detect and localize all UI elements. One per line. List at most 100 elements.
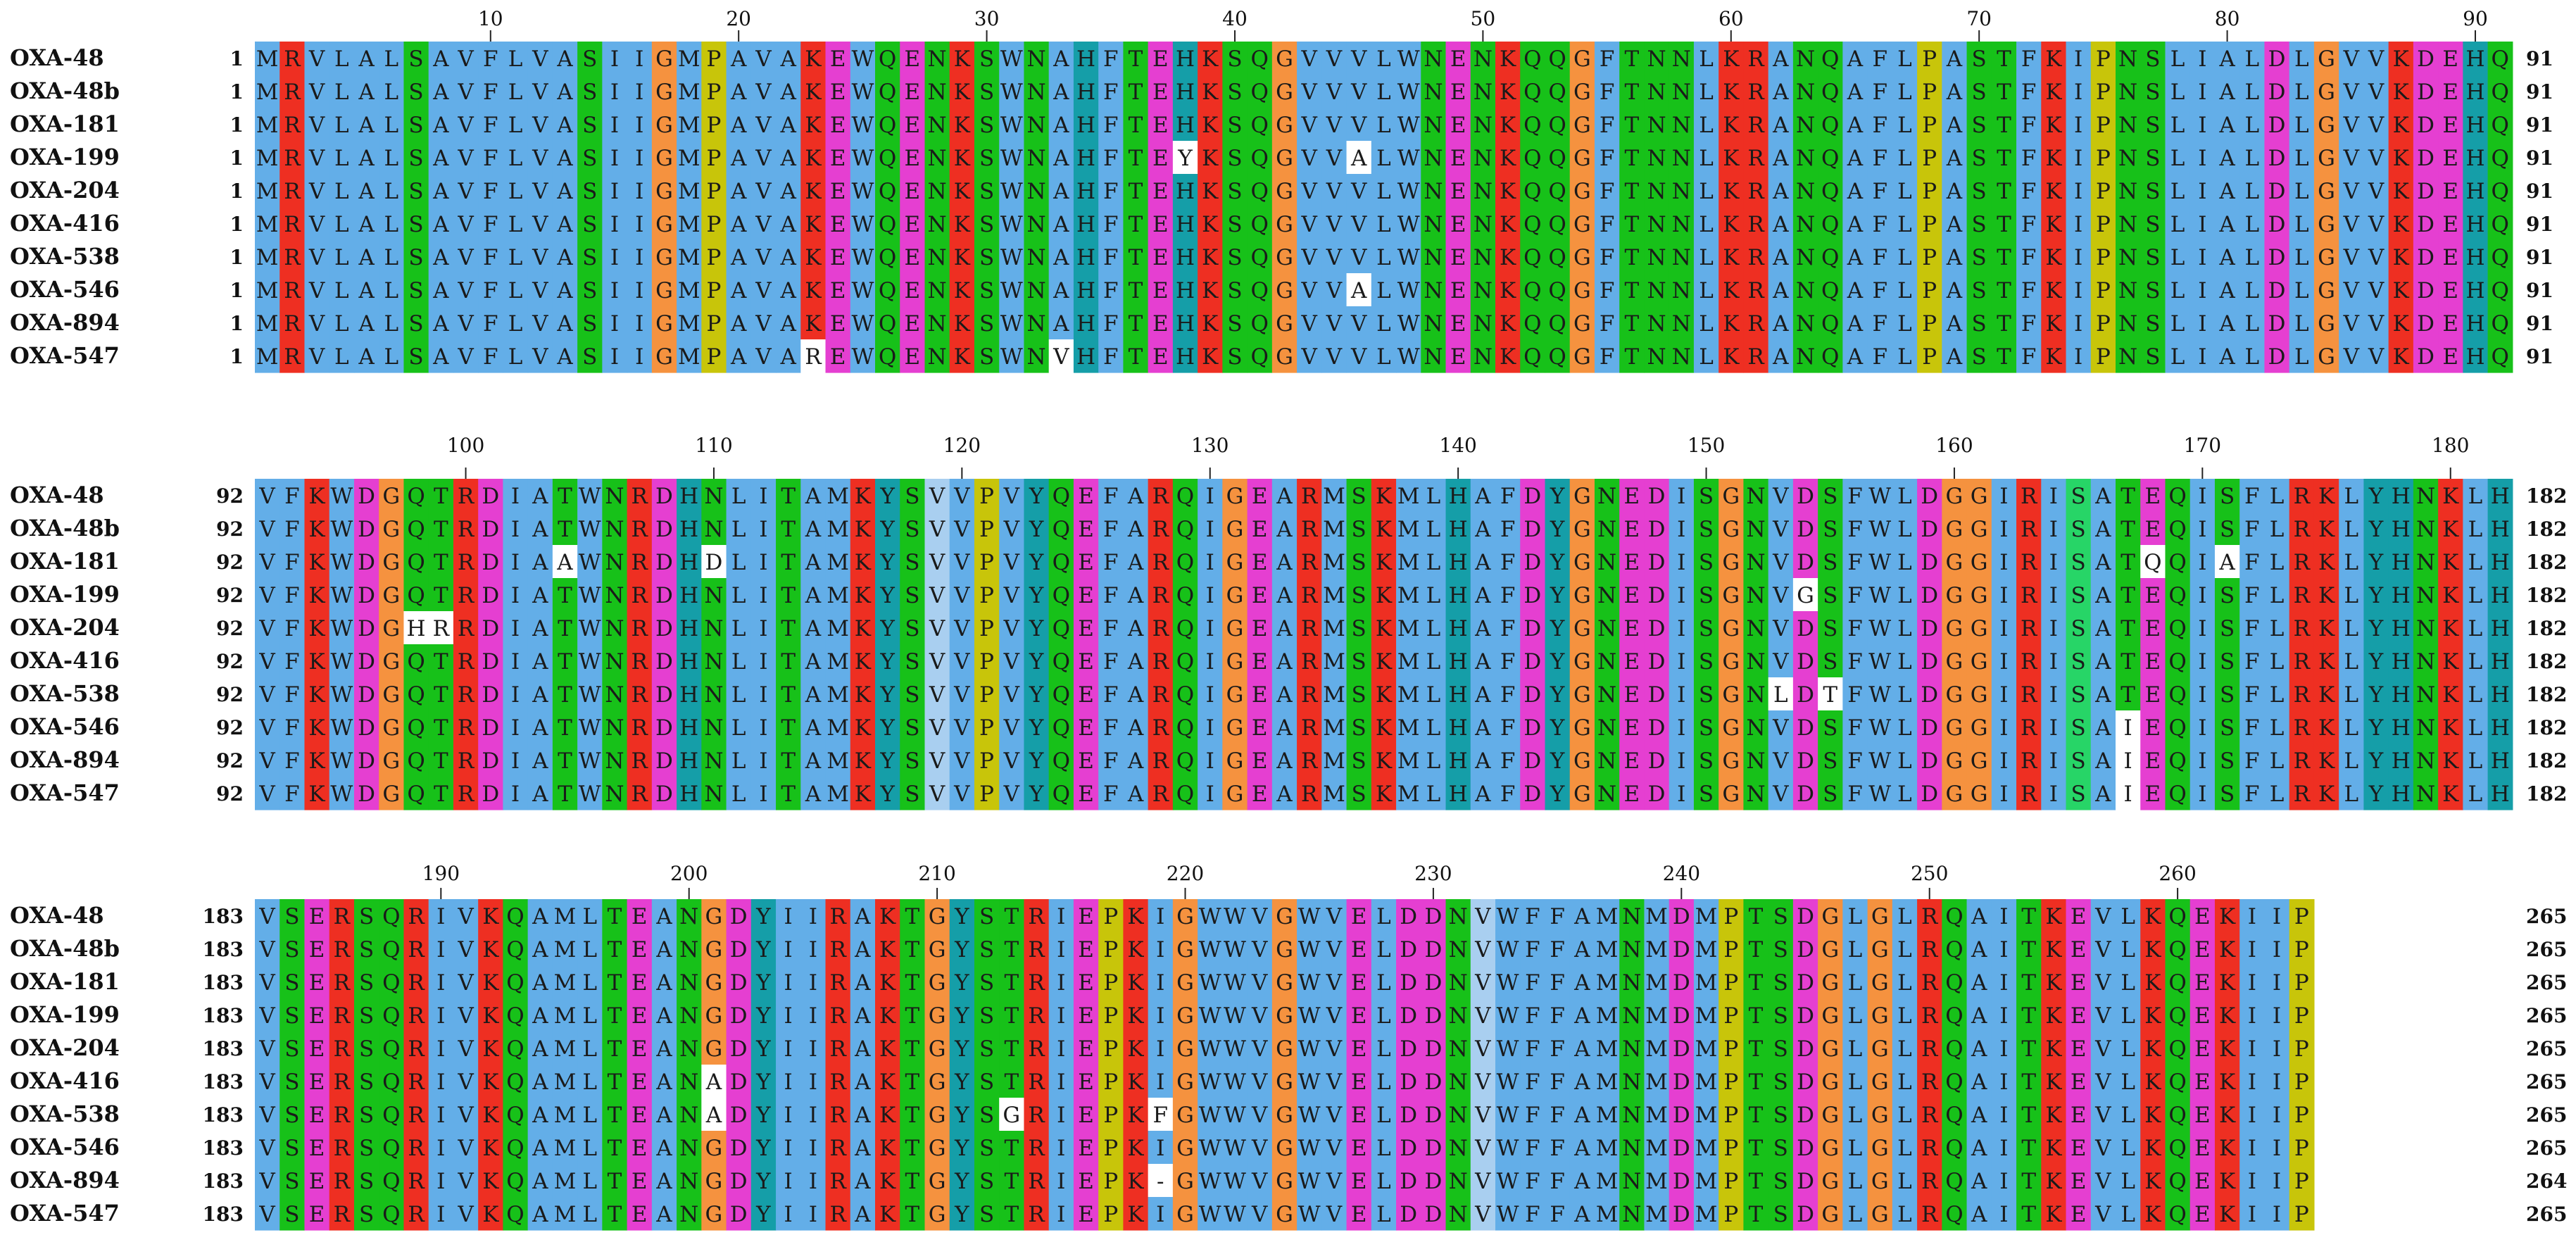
residue: L (2170, 179, 2185, 204)
residue: Y (1550, 782, 1565, 807)
residue: L (1376, 212, 1391, 237)
residue: I (511, 682, 520, 708)
residue: G (1871, 1036, 1889, 1062)
residue: V (1301, 212, 1318, 237)
residue: A (1971, 1103, 1987, 1128)
residue: V (1326, 1103, 1343, 1128)
residue: Y (2368, 550, 2384, 575)
residue: V (258, 1003, 275, 1029)
residue: R (1301, 550, 1319, 575)
residue: E (1351, 937, 1367, 963)
residue: T (781, 517, 796, 542)
residue: G (1226, 616, 1244, 641)
residue: P (979, 484, 994, 509)
residue: G (1573, 80, 1591, 105)
residue: S (1699, 616, 1714, 641)
residue: D (705, 550, 723, 575)
residue: A (1053, 80, 1069, 105)
residue: Q (879, 311, 896, 337)
residue: V (258, 649, 275, 675)
residue: Q (1821, 179, 1839, 204)
residue: R (2021, 517, 2038, 542)
residue: A (730, 344, 747, 370)
residue: G (1971, 517, 1988, 542)
residue: P (979, 782, 994, 807)
residue-cell (1321, 42, 1347, 75)
residue: L (2245, 311, 2260, 337)
residue: N (1424, 80, 1443, 105)
residue: A (1971, 1003, 1987, 1029)
residue: D (1400, 937, 1417, 963)
sequence-name: OXA-48b (10, 77, 120, 104)
residue: L (1897, 1070, 1912, 1095)
residue: G (929, 1036, 946, 1062)
residue: D (1523, 484, 1541, 509)
residue: H (2465, 46, 2484, 72)
residue: D (1921, 517, 1938, 542)
residue: N (704, 682, 723, 708)
residue: P (2096, 179, 2111, 204)
residue: S (2220, 782, 2235, 807)
residue: K (1723, 146, 1740, 171)
residue: R (408, 970, 425, 996)
residue: N (1647, 146, 1666, 171)
residue: A (1053, 311, 1069, 337)
residue: V (258, 904, 275, 929)
residue: N (704, 649, 723, 675)
residue: K (1500, 245, 1516, 270)
residue: T (905, 904, 920, 929)
residue-cell (2239, 42, 2266, 75)
start-position: 92 (216, 551, 244, 574)
residue: Q (2168, 649, 2186, 675)
residue: S (905, 517, 919, 542)
residue: L (582, 970, 597, 996)
residue: D (2417, 46, 2434, 72)
residue: T (558, 517, 572, 542)
residue: I (1206, 484, 1214, 509)
residue: D (2417, 245, 2434, 270)
residue: S (582, 212, 597, 237)
residue: N (1597, 748, 1616, 774)
residue: K (2045, 113, 2062, 138)
residue: A (1772, 146, 1789, 171)
residue: D (1424, 970, 1442, 996)
residue: M (1323, 748, 1345, 774)
residue: T (1749, 904, 1764, 929)
residue: Q (1945, 1070, 1963, 1095)
residue: V (953, 715, 970, 741)
residue: D (358, 484, 375, 509)
residue: F (1600, 113, 1615, 138)
residue-cell (1520, 42, 1546, 75)
residue: L (1376, 1003, 1391, 1029)
residue: H (1076, 46, 1095, 72)
residue: I (2074, 179, 2082, 204)
tick-label: 130 (1191, 434, 1229, 457)
residue: T (1997, 113, 2011, 138)
residue: K (2393, 179, 2410, 204)
residue: N (1424, 146, 1443, 171)
residue: L (1897, 904, 1912, 929)
residue: N (1647, 344, 1666, 370)
residue: Y (2368, 649, 2384, 675)
residue: S (905, 682, 919, 708)
residue: K (855, 583, 872, 608)
residue: L (1376, 1070, 1391, 1095)
residue: S (1227, 278, 1242, 303)
residue: M (1596, 1103, 1619, 1128)
residue: G (1573, 311, 1591, 337)
residue: A (1474, 782, 1491, 807)
residue-cell (900, 42, 926, 75)
residue: Y (2368, 748, 2384, 774)
residue: G (655, 113, 673, 138)
residue: N (1622, 1003, 1641, 1029)
residue: K (1500, 179, 1516, 204)
residue: A (432, 212, 449, 237)
residue: A (532, 649, 548, 675)
residue: D (1797, 1070, 1814, 1095)
residue: L (1897, 616, 1912, 641)
residue: R (458, 484, 475, 509)
residue: E (1252, 682, 1268, 708)
residue: I (2248, 904, 2256, 929)
residue: Q (2168, 616, 2186, 641)
residue: W (851, 113, 874, 138)
